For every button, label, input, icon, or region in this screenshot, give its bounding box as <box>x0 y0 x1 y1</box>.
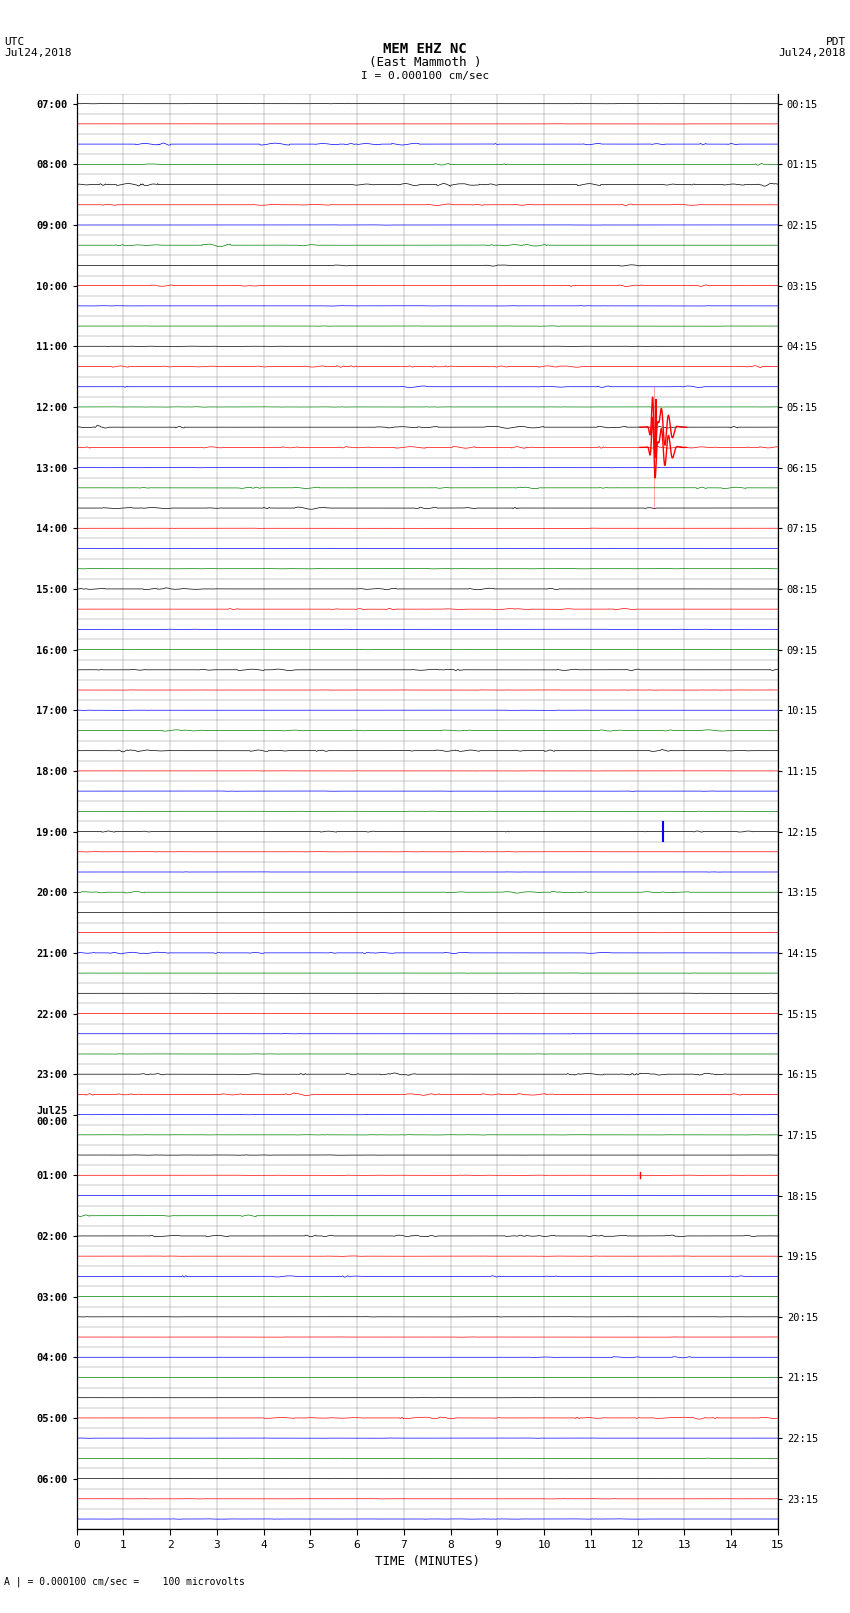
Text: Jul24,2018: Jul24,2018 <box>4 48 71 58</box>
Text: Jul24,2018: Jul24,2018 <box>779 48 846 58</box>
Text: UTC: UTC <box>4 37 25 47</box>
X-axis label: TIME (MINUTES): TIME (MINUTES) <box>375 1555 479 1568</box>
Text: PDT: PDT <box>825 37 846 47</box>
Text: I = 0.000100 cm/sec: I = 0.000100 cm/sec <box>361 71 489 81</box>
Text: A | = 0.000100 cm/sec =    100 microvolts: A | = 0.000100 cm/sec = 100 microvolts <box>4 1576 245 1587</box>
Text: MEM EHZ NC: MEM EHZ NC <box>383 42 467 56</box>
Text: (East Mammoth ): (East Mammoth ) <box>369 56 481 69</box>
